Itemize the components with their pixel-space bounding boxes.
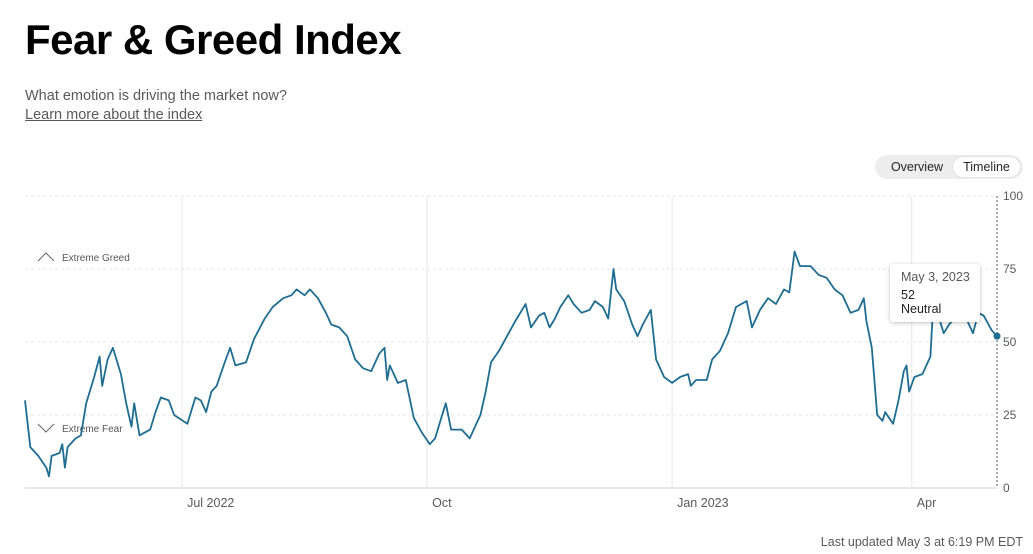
learn-more-link[interactable]: Learn more about the index <box>25 107 203 123</box>
tooltip-rating: Neutral <box>901 302 942 316</box>
page-title: Fear & Greed Index <box>25 16 402 63</box>
x-tick-label: Jan 2023 <box>677 496 728 510</box>
tooltip-date: May 3, 2023 <box>901 270 970 284</box>
y-tick-label: 25 <box>1003 408 1017 422</box>
chart-tooltip: May 3, 2023 52 Neutral <box>890 264 980 322</box>
last-updated-text: Last updated May 3 at 6:19 PM EDT <box>820 535 1023 549</box>
y-tick-label: 50 <box>1003 335 1017 349</box>
x-tick-label: Apr <box>917 496 936 510</box>
fear-greed-series-line <box>24 250 998 478</box>
zone-label: Extreme Fear <box>62 424 123 435</box>
zone-label: Extreme Greed <box>62 253 130 264</box>
y-tick-label: 100 <box>1003 189 1023 203</box>
timeline-button[interactable]: Timeline <box>953 157 1020 177</box>
x-tick-label: Jul 2022 <box>187 496 234 510</box>
data-point[interactable] <box>993 332 1001 340</box>
y-tick-label: 75 <box>1003 262 1017 276</box>
chevron-up-icon <box>37 252 55 262</box>
fear-greed-timeline-chart[interactable]: 0 25 50 75 100 Jul 2022 Oct Jan 2023 Apr Extreme … <box>0 180 1033 520</box>
chevron-down-icon <box>37 423 55 433</box>
overview-button[interactable]: Overview <box>890 160 944 174</box>
tooltip-value: 52 <box>901 288 915 302</box>
x-tick-label: Oct <box>432 496 452 510</box>
page-subtitle: What emotion is driving the market now? <box>25 88 287 104</box>
y-tick-label: 0 <box>1003 481 1010 495</box>
view-toggle: Overview Timeline <box>875 155 1023 179</box>
